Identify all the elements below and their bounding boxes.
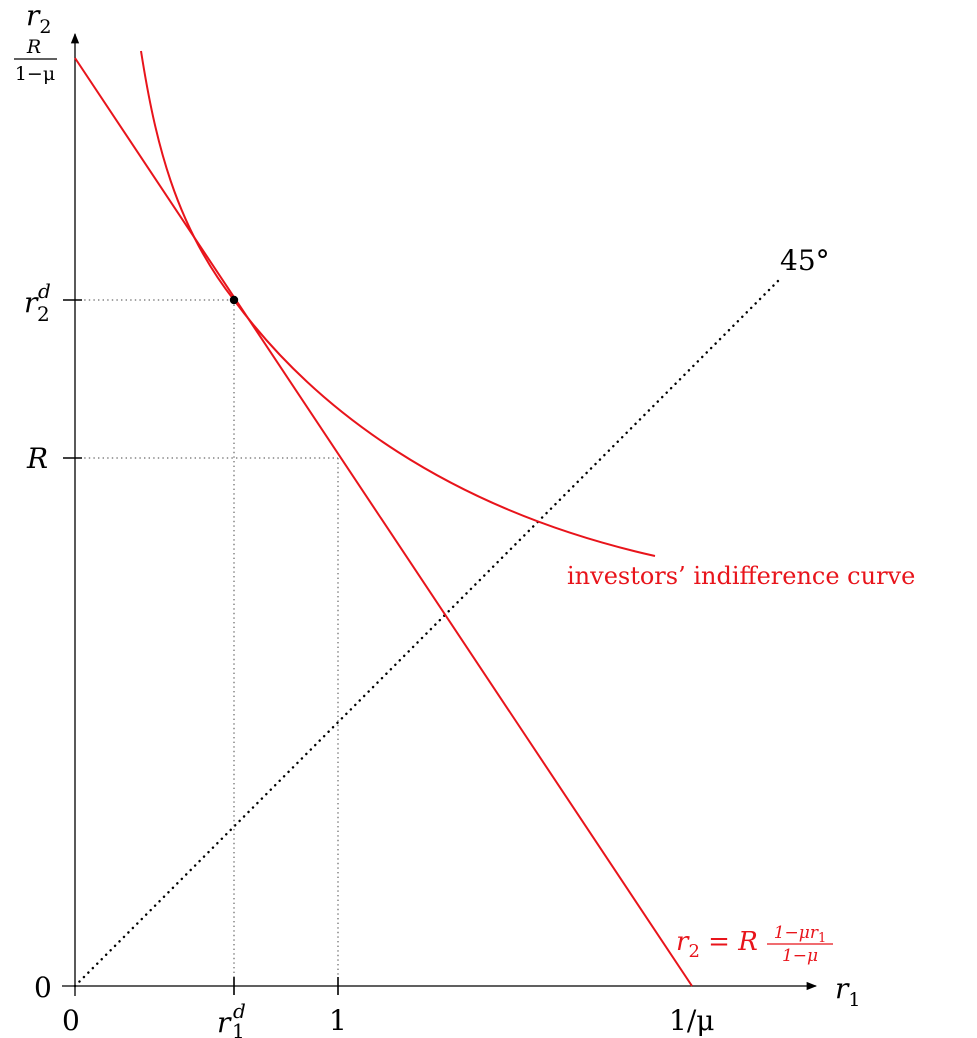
y-tick-r2d-label: r	[24, 286, 39, 319]
budget-line-equation-numerator: 1−μr1	[774, 923, 827, 946]
y-axis-label-sub: 2	[39, 16, 51, 38]
x-tick-r1d-sup: d	[233, 999, 246, 1023]
x-tick-r1d-label: r	[217, 1006, 232, 1038]
y-tick-R-label: R	[26, 442, 48, 475]
x-tick-origin-label: 0	[62, 1004, 80, 1037]
budget-line-equation-lhs: r2 = R	[676, 927, 758, 962]
indifference-curve	[140, 50, 656, 557]
y-tick-top-denominator: 1−μ	[15, 63, 55, 85]
y-tick-origin-label: 0	[34, 971, 52, 1004]
tangency-point	[229, 295, 239, 305]
budget-line-equation-denominator: 1−μ	[782, 946, 818, 966]
y-tick-r2d-sub: 2	[37, 302, 50, 326]
y-tick-top-numerator: R	[26, 36, 41, 58]
x-axis-label-sub: 1	[848, 989, 860, 1011]
budget-line	[74, 57, 693, 987]
y-tick-r2d-sup: d	[38, 279, 51, 303]
indifference-curve-label: investors’ indifference curve	[567, 562, 915, 590]
45-degree-label: 45°	[780, 244, 830, 277]
y-axis-label: r2	[26, 0, 51, 38]
45-degree-line	[73, 279, 780, 988]
x-tick-r1d-sub: 1	[232, 1019, 245, 1038]
x-axis-label: r1	[835, 972, 860, 1011]
x-tick-one-label: 1	[329, 1004, 347, 1037]
x-tick-inv-mu-label: 1/μ	[669, 1004, 714, 1037]
